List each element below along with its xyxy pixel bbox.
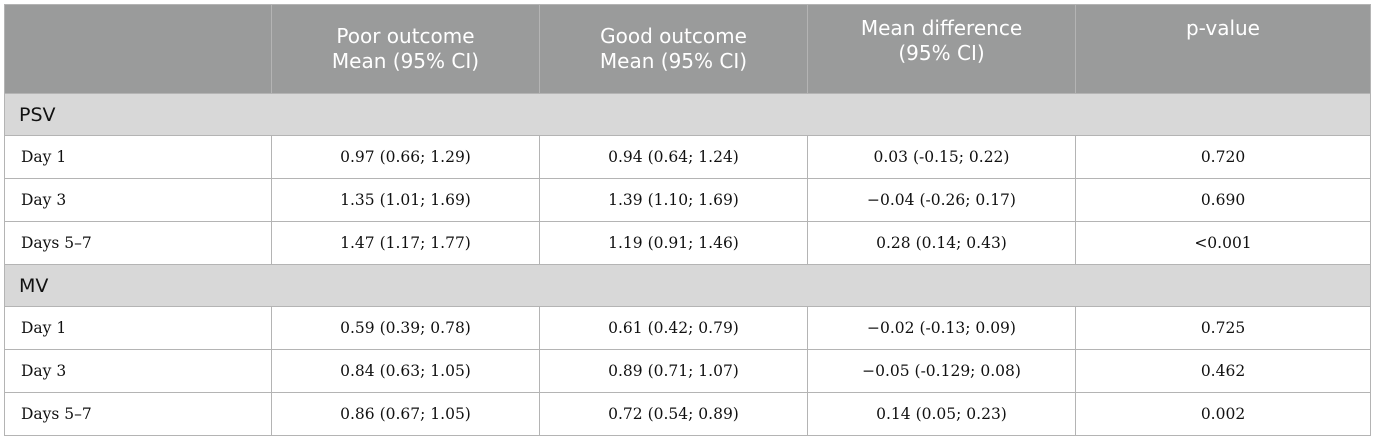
table-row: Day 1 0.59 (0.39; 0.78) 0.61 (0.42; 0.79… [4, 306, 1371, 350]
table-row: Days 5–7 1.47 (1.17; 1.77) 1.19 (0.91; 1… [4, 221, 1371, 265]
section-label: PSV [4, 93, 1371, 136]
row-label: Day 3 [4, 349, 272, 393]
header-p-value: p-value [1075, 4, 1371, 94]
header-row: Poor outcome Mean (95% CI) Good outcome … [4, 4, 1371, 94]
poor-outcome-cell: 0.59 (0.39; 0.78) [271, 306, 540, 350]
poor-outcome-cell: 0.84 (0.63; 1.05) [271, 349, 540, 393]
header-mean-difference-line2: (95% CI) [898, 41, 985, 65]
table-row: Day 3 1.35 (1.01; 1.69) 1.39 (1.10; 1.69… [4, 178, 1371, 222]
header-mean-difference: Mean difference (95% CI) [807, 4, 1076, 94]
poor-outcome-cell: 0.86 (0.67; 1.05) [271, 392, 540, 436]
poor-outcome-cell: 1.47 (1.17; 1.77) [271, 221, 540, 265]
mean-difference-cell: 0.03 (-0.15; 0.22) [807, 135, 1076, 179]
mean-difference-cell: −0.05 (-0.129; 0.08) [807, 349, 1076, 393]
good-outcome-cell: 0.94 (0.64; 1.24) [539, 135, 808, 179]
mean-difference-cell: −0.04 (-0.26; 0.17) [807, 178, 1076, 222]
good-outcome-cell: 1.39 (1.10; 1.69) [539, 178, 808, 222]
section-row-mv: MV [4, 264, 1371, 307]
table-row: Days 5–7 0.86 (0.67; 1.05) 0.72 (0.54; 0… [4, 392, 1371, 436]
good-outcome-cell: 0.61 (0.42; 0.79) [539, 306, 808, 350]
good-outcome-cell: 0.89 (0.71; 1.07) [539, 349, 808, 393]
row-label: Day 1 [4, 135, 272, 179]
header-good-outcome-line2: Mean (95% CI) [599, 49, 748, 73]
header-empty-cell [4, 4, 272, 94]
header-poor-outcome-line2: Mean (95% CI) [331, 49, 480, 73]
header-poor-outcome-line1: Poor outcome [336, 24, 475, 48]
mean-difference-cell: −0.02 (-0.13; 0.09) [807, 306, 1076, 350]
header-good-outcome-line1: Good outcome [600, 24, 747, 48]
row-label: Day 3 [4, 178, 272, 222]
p-value-cell: 0.720 [1075, 135, 1371, 179]
p-value-cell: <0.001 [1075, 221, 1371, 265]
p-value-cell: 0.725 [1075, 306, 1371, 350]
row-label: Day 1 [4, 306, 272, 350]
row-label: Days 5–7 [4, 221, 272, 265]
header-poor-outcome: Poor outcome Mean (95% CI) [271, 4, 540, 94]
poor-outcome-cell: 1.35 (1.01; 1.69) [271, 178, 540, 222]
row-label: Days 5–7 [4, 392, 272, 436]
good-outcome-cell: 1.19 (0.91; 1.46) [539, 221, 808, 265]
results-table: Poor outcome Mean (95% CI) Good outcome … [4, 4, 1371, 436]
header-mean-difference-line1: Mean difference [860, 16, 1023, 40]
table-row: Day 3 0.84 (0.63; 1.05) 0.89 (0.71; 1.07… [4, 349, 1371, 393]
section-label: MV [4, 264, 1371, 307]
header-good-outcome: Good outcome Mean (95% CI) [539, 4, 808, 94]
poor-outcome-cell: 0.97 (0.66; 1.29) [271, 135, 540, 179]
section-row-psv: PSV [4, 93, 1371, 136]
mean-difference-cell: 0.14 (0.05; 0.23) [807, 392, 1076, 436]
table-row: Day 1 0.97 (0.66; 1.29) 0.94 (0.64; 1.24… [4, 135, 1371, 179]
p-value-cell: 0.690 [1075, 178, 1371, 222]
p-value-cell: 0.002 [1075, 392, 1371, 436]
p-value-cell: 0.462 [1075, 349, 1371, 393]
good-outcome-cell: 0.72 (0.54; 0.89) [539, 392, 808, 436]
mean-difference-cell: 0.28 (0.14; 0.43) [807, 221, 1076, 265]
